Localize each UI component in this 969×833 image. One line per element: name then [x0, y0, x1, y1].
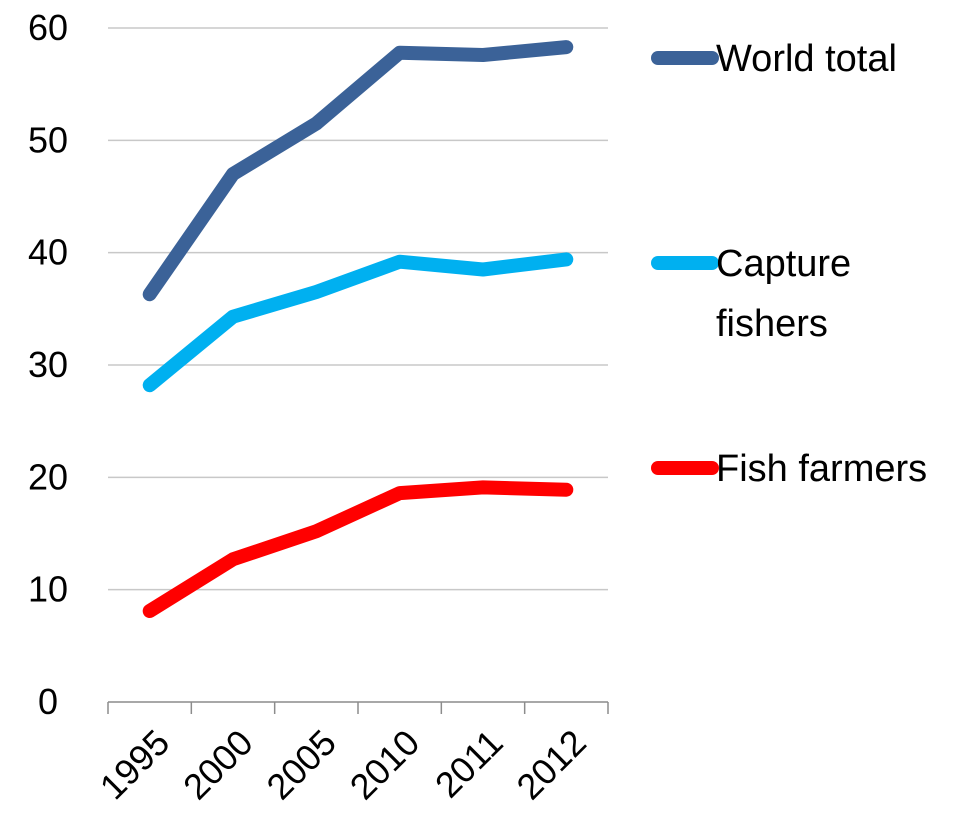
y-tick-label: 10: [28, 569, 68, 610]
y-tick-label: 50: [28, 119, 68, 160]
series-line-world-total: [142, 40, 574, 302]
legend-label-fish-farmers: Fish farmers: [716, 448, 927, 490]
y-tick-label: 60: [28, 7, 68, 48]
x-tick-label: 2005: [258, 722, 344, 808]
x-tick-label: 2011: [427, 722, 511, 806]
x-tick-label: 2000: [175, 722, 261, 808]
legend-label-capture-fishers: Capture: [716, 243, 851, 285]
legend-label-world-total: World total: [716, 38, 897, 80]
y-tick-label: 30: [28, 344, 68, 385]
x-tick-label: 2012: [508, 722, 594, 808]
y-tick-label: 20: [28, 456, 68, 497]
y-axis-tick-labels: 0 10 20 30 40 50 60: [28, 7, 68, 722]
series-line-capture-fishers: [142, 252, 574, 393]
x-tick-label: 1995: [92, 722, 178, 808]
x-tick-label: 2010: [342, 722, 428, 808]
series-line-fish-farmers: [142, 480, 574, 618]
series-lines: [142, 40, 574, 618]
x-axis: [107, 701, 609, 714]
legend: World total Capture fishers Fish farmers: [651, 38, 927, 490]
legend-label-capture-fishers: fishers: [716, 303, 828, 345]
y-tick-label: 0: [38, 681, 58, 722]
gridlines: [108, 27, 608, 591]
y-tick-label: 40: [28, 232, 68, 273]
